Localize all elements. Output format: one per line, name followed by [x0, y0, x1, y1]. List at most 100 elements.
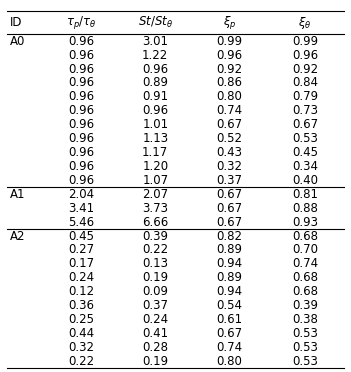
- Text: 0.93: 0.93: [292, 216, 318, 229]
- Text: 0.45: 0.45: [68, 230, 94, 243]
- Text: 0.68: 0.68: [292, 285, 318, 298]
- Text: 0.73: 0.73: [292, 104, 318, 117]
- Text: 0.36: 0.36: [68, 299, 94, 312]
- Text: 0.40: 0.40: [292, 174, 318, 187]
- Text: 0.74: 0.74: [216, 341, 243, 354]
- Text: 0.99: 0.99: [292, 35, 318, 48]
- Text: 0.67: 0.67: [216, 202, 243, 215]
- Text: 0.82: 0.82: [217, 230, 243, 243]
- Text: 0.70: 0.70: [292, 243, 318, 256]
- Text: 0.12: 0.12: [68, 285, 94, 298]
- Text: 0.96: 0.96: [68, 160, 94, 173]
- Text: 0.19: 0.19: [142, 271, 168, 284]
- Text: 0.88: 0.88: [292, 202, 318, 215]
- Text: 0.89: 0.89: [217, 243, 243, 256]
- Text: 0.99: 0.99: [216, 35, 243, 48]
- Text: 0.27: 0.27: [68, 243, 94, 256]
- Text: 0.25: 0.25: [68, 313, 94, 326]
- Text: 0.89: 0.89: [217, 271, 243, 284]
- Text: 0.94: 0.94: [216, 285, 243, 298]
- Text: $\tau_p/\tau_\theta$: $\tau_p/\tau_\theta$: [66, 14, 97, 31]
- Text: 0.68: 0.68: [292, 230, 318, 243]
- Text: 0.17: 0.17: [68, 257, 94, 270]
- Text: 0.96: 0.96: [216, 49, 243, 62]
- Text: 0.86: 0.86: [217, 76, 243, 89]
- Text: 1.13: 1.13: [142, 132, 168, 145]
- Text: 0.96: 0.96: [68, 49, 94, 62]
- Text: 0.37: 0.37: [142, 299, 168, 312]
- Text: $St/St_\theta$: $St/St_\theta$: [138, 15, 173, 30]
- Text: 0.96: 0.96: [68, 104, 94, 117]
- Text: $\xi_\theta$: $\xi_\theta$: [298, 15, 312, 31]
- Text: A0: A0: [10, 35, 25, 48]
- Text: 0.61: 0.61: [216, 313, 243, 326]
- Text: 0.91: 0.91: [142, 90, 168, 103]
- Text: 0.96: 0.96: [68, 146, 94, 159]
- Text: 0.22: 0.22: [68, 355, 94, 368]
- Text: $\xi_p$: $\xi_p$: [223, 14, 236, 31]
- Text: 3.73: 3.73: [142, 202, 168, 215]
- Text: 0.92: 0.92: [216, 62, 243, 76]
- Text: 0.34: 0.34: [292, 160, 318, 173]
- Text: A2: A2: [10, 230, 25, 243]
- Text: 0.39: 0.39: [142, 230, 168, 243]
- Text: 0.96: 0.96: [292, 49, 318, 62]
- Text: 0.96: 0.96: [142, 62, 168, 76]
- Text: 1.07: 1.07: [142, 174, 168, 187]
- Text: 2.07: 2.07: [142, 188, 168, 201]
- Text: 0.79: 0.79: [292, 90, 318, 103]
- Text: 0.54: 0.54: [217, 299, 243, 312]
- Text: 0.37: 0.37: [217, 174, 243, 187]
- Text: 0.53: 0.53: [292, 132, 318, 145]
- Text: 0.80: 0.80: [217, 355, 242, 368]
- Text: 0.67: 0.67: [292, 118, 318, 131]
- Text: 0.96: 0.96: [68, 62, 94, 76]
- Text: 0.96: 0.96: [68, 132, 94, 145]
- Text: 1.22: 1.22: [142, 49, 168, 62]
- Text: 0.19: 0.19: [142, 355, 168, 368]
- Text: 0.32: 0.32: [68, 341, 94, 354]
- Text: 0.32: 0.32: [217, 160, 243, 173]
- Text: 2.04: 2.04: [68, 188, 94, 201]
- Text: 0.81: 0.81: [292, 188, 318, 201]
- Text: 0.96: 0.96: [68, 118, 94, 131]
- Text: 0.22: 0.22: [142, 243, 168, 256]
- Text: 0.74: 0.74: [292, 257, 318, 270]
- Text: 1.20: 1.20: [142, 160, 168, 173]
- Text: 0.38: 0.38: [292, 313, 318, 326]
- Text: 0.84: 0.84: [292, 76, 318, 89]
- Text: 0.96: 0.96: [68, 174, 94, 187]
- Text: 0.09: 0.09: [142, 285, 168, 298]
- Text: 5.46: 5.46: [68, 216, 94, 229]
- Text: 0.80: 0.80: [217, 90, 242, 103]
- Text: 0.41: 0.41: [142, 327, 168, 340]
- Text: 1.17: 1.17: [142, 146, 168, 159]
- Text: 0.24: 0.24: [68, 271, 94, 284]
- Text: 3.41: 3.41: [68, 202, 94, 215]
- Text: 0.67: 0.67: [216, 118, 243, 131]
- Text: 0.52: 0.52: [217, 132, 243, 145]
- Text: 0.96: 0.96: [68, 35, 94, 48]
- Text: 0.89: 0.89: [142, 76, 168, 89]
- Text: 1.01: 1.01: [142, 118, 168, 131]
- Text: 0.96: 0.96: [68, 76, 94, 89]
- Text: 0.53: 0.53: [292, 355, 318, 368]
- Text: 0.92: 0.92: [292, 62, 318, 76]
- Text: 0.53: 0.53: [292, 341, 318, 354]
- Text: 0.96: 0.96: [142, 104, 168, 117]
- Text: 0.94: 0.94: [216, 257, 243, 270]
- Text: 0.39: 0.39: [292, 299, 318, 312]
- Text: 0.74: 0.74: [216, 104, 243, 117]
- Text: 0.13: 0.13: [142, 257, 168, 270]
- Text: 0.44: 0.44: [68, 327, 94, 340]
- Text: A1: A1: [10, 188, 25, 201]
- Text: 6.66: 6.66: [142, 216, 168, 229]
- Text: 0.67: 0.67: [216, 327, 243, 340]
- Text: 0.45: 0.45: [292, 146, 318, 159]
- Text: 0.67: 0.67: [216, 216, 243, 229]
- Text: 0.67: 0.67: [216, 188, 243, 201]
- Text: 0.53: 0.53: [292, 327, 318, 340]
- Text: 0.28: 0.28: [142, 341, 168, 354]
- Text: 0.43: 0.43: [217, 146, 243, 159]
- Text: 0.68: 0.68: [292, 271, 318, 284]
